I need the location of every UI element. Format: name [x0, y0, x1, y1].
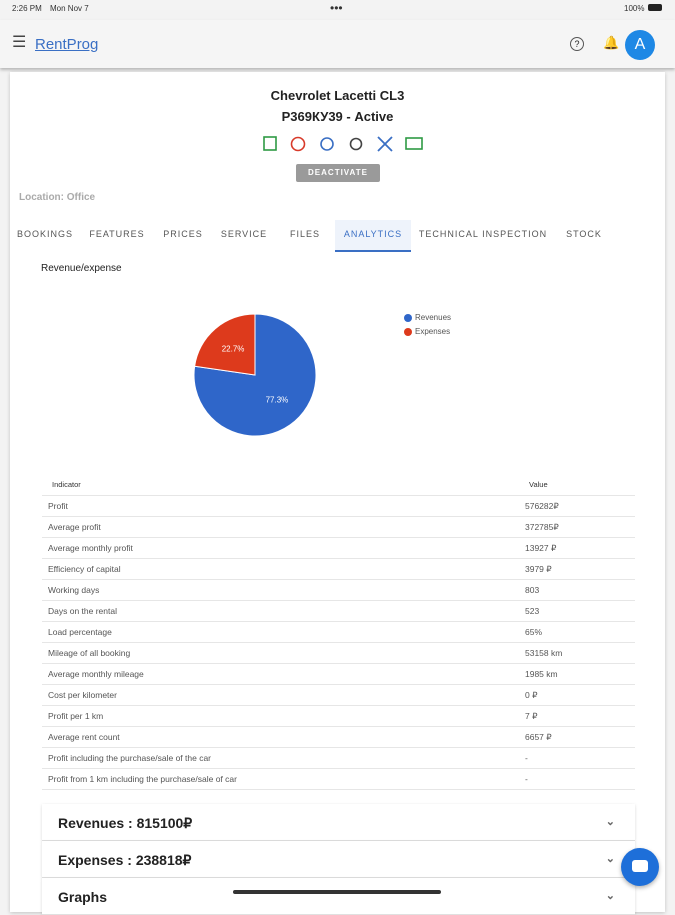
indicator-name: Load percentage [48, 627, 112, 637]
tab[interactable]: FEATURES [89, 229, 145, 239]
location: Location: Office [19, 192, 96, 203]
table-row: Profit 576282₽ [42, 495, 635, 517]
indicator-value: 576282₽ [525, 501, 559, 511]
indicator-name: Average rent count [48, 732, 120, 742]
expansion-panel[interactable]: Expenses : 238818₽ ⌄ [42, 841, 635, 878]
date: Mon Nov 7 [50, 4, 89, 13]
icon-doc[interactable] [263, 136, 277, 151]
pie-slice [194, 313, 256, 376]
pie-chart: 77.3% Revenues 22.7% Expenses [193, 313, 451, 437]
table-row: Efficiency of capital 3979 ₽ [42, 558, 635, 580]
tab[interactable]: STOCK [566, 229, 602, 239]
icon-money[interactable] [405, 137, 423, 150]
table-row: Mileage of all booking 53158 km [42, 642, 635, 664]
table-row: Working days 803 [42, 579, 635, 601]
indicator-name: Average monthly mileage [48, 669, 144, 679]
indicator-name: Mileage of all booking [48, 648, 131, 658]
indicator-value: 7 ₽ [525, 711, 538, 721]
table-header: Indicator Value [42, 474, 635, 496]
tab[interactable]: ANALYTICS [335, 220, 411, 252]
table-row: Days on the rental 523 [42, 600, 635, 622]
slice-label: 77.3% [266, 395, 289, 404]
indicator-name: Profit from 1 km including the purchase/… [48, 774, 237, 784]
app-bar: ☰ RentProg ? 🔔 A [0, 20, 675, 68]
table-row: Profit including the purchase/sale of th… [42, 747, 635, 769]
notifications-button[interactable]: 🔔 [603, 35, 620, 50]
action-icons [263, 136, 423, 152]
indicator-name: Days on the rental [48, 606, 117, 616]
panel-chevron: ⌄ [605, 853, 615, 865]
car-card [10, 72, 665, 912]
chart-title: Revenue/expense [41, 263, 122, 274]
indicator-name: Cost per kilometer [48, 690, 117, 700]
panel-title: Graphs [58, 889, 108, 905]
tab[interactable]: PRICES [163, 229, 203, 239]
expansion-panel[interactable]: Graphs ⌄ [42, 878, 635, 915]
battery-icon [648, 4, 662, 11]
indicator-value: 0 ₽ [525, 690, 538, 700]
header-cell: Indicator [52, 480, 81, 489]
table-row: Average profit 372785₽ [42, 516, 635, 538]
expansion-panel[interactable]: Revenues : 815100₽ ⌄ [42, 804, 635, 841]
icon-search[interactable] [349, 137, 363, 151]
tab[interactable]: BOOKINGS [16, 229, 73, 239]
time: 2:26 PM [12, 4, 42, 13]
tab[interactable]: FILES [289, 229, 320, 239]
chat-icon [632, 860, 648, 872]
help-button[interactable]: ? [570, 37, 584, 51]
indicator-value: 6657 ₽ [525, 732, 552, 742]
legend-label: Revenues [415, 313, 451, 322]
indicator-name: Average monthly profit [48, 543, 133, 553]
table-row: Profit from 1 km including the purchase/… [42, 768, 635, 790]
table-row: Average monthly mileage 1985 km [42, 663, 635, 685]
legend-swatch [404, 328, 412, 336]
table-row: Profit per 1 km 7 ₽ [42, 705, 635, 727]
indicator-value: 523 [525, 606, 540, 616]
legend-label: Expenses [415, 327, 450, 336]
panel-title: Revenues : 815100₽ [58, 815, 193, 831]
indicator-name: Average profit [48, 522, 101, 532]
legend-swatch [404, 314, 412, 322]
indicator-name: Working days [48, 585, 100, 595]
table-row: Cost per kilometer 0 ₽ [42, 684, 635, 706]
home-indicator [233, 890, 441, 894]
icon-service[interactable] [290, 136, 306, 152]
icon-tools[interactable] [377, 136, 393, 152]
tab[interactable]: TECHNICAL INSPECTION [418, 229, 548, 239]
indicator-name: Efficiency of capital [48, 564, 121, 574]
panel-chevron: ⌄ [605, 890, 615, 902]
indicator-value: - [525, 753, 528, 763]
indicator-name: Profit [48, 501, 68, 511]
car-name: Chevrolet Lacetti CL3 [270, 88, 405, 103]
indicator-value: 803 [525, 585, 540, 595]
indicator-value: - [525, 774, 528, 784]
header-cell: Value [529, 480, 548, 489]
icon-settings[interactable] [320, 137, 334, 151]
indicator-name: Profit including the purchase/sale of th… [48, 753, 212, 763]
indicator-value: 372785₽ [525, 522, 559, 532]
panel-title: Expenses : 238818₽ [58, 852, 192, 868]
indicator-value: 3979 ₽ [525, 564, 552, 574]
table-row: Average rent count 6657 ₽ [42, 726, 635, 748]
tab[interactable]: SERVICE [220, 229, 268, 239]
car-plate-status: Р369КУ39 - Active [281, 109, 394, 124]
indicator-value: 1985 km [525, 669, 558, 679]
slice-label: 22.7% [222, 345, 245, 354]
avatar[interactable]: A [625, 30, 655, 60]
indicator-value: 65% [525, 627, 543, 637]
table-row: Load percentage 65% [42, 621, 635, 643]
table-row: Average monthly profit 13927 ₽ [42, 537, 635, 559]
status-bar: 2:26 PM Mon Nov 7 ••• 100% [0, 0, 675, 20]
indicator-name: Profit per 1 km [48, 711, 104, 721]
indicator-value: 13927 ₽ [525, 543, 557, 553]
app-title[interactable]: RentProg [35, 36, 99, 53]
battery: 100% [624, 4, 645, 13]
chat-button[interactable] [621, 848, 659, 886]
menu-button[interactable]: ☰ [12, 34, 27, 51]
deactivate-button[interactable]: DEACTIVATE [296, 164, 380, 182]
panel-chevron: ⌄ [605, 816, 615, 828]
indicator-value: 53158 km [525, 648, 563, 658]
dots: ••• [330, 1, 343, 15]
